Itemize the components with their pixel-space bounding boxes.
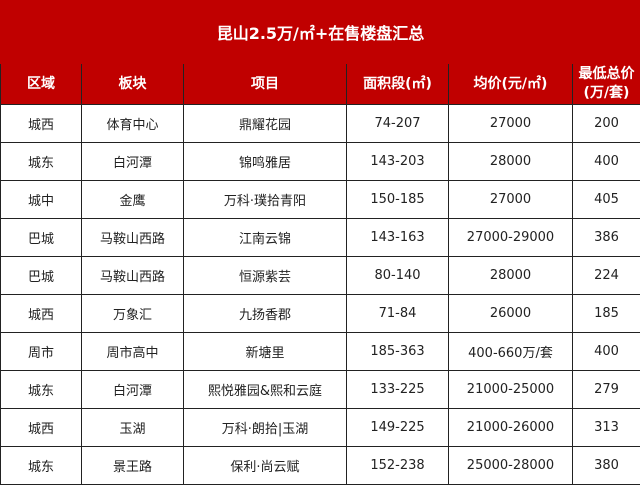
cell-sector: 马鞍山西路 xyxy=(81,218,184,257)
cell-avg-price: 21000-26000 xyxy=(448,408,573,447)
cell-project: 万科·璞拾青阳 xyxy=(183,180,347,219)
cell-region: 城东 xyxy=(0,370,82,409)
cell-avg-price: 25000-28000 xyxy=(448,446,573,485)
cell-min-total-price: 405 xyxy=(571,180,640,219)
cell-sector: 马鞍山西路 xyxy=(81,256,184,295)
header-avg-price: 均价(元/㎡) xyxy=(448,63,573,105)
cell-project: 恒源紫芸 xyxy=(183,256,347,295)
cell-avg-price: 400-660万/套 xyxy=(448,332,573,371)
cell-area-range: 150-185 xyxy=(346,180,449,219)
cell-min-total-price: 313 xyxy=(571,408,640,447)
cell-sector: 金鹰 xyxy=(81,180,184,219)
header-row: 区域 板块 项目 面积段(㎡) 均价(元/㎡) 最低总价 (万/套) xyxy=(0,63,640,105)
cell-min-total-price: 279 xyxy=(571,370,640,409)
cell-sector: 体育中心 xyxy=(81,104,184,143)
cell-avg-price: 26000 xyxy=(448,294,573,333)
cell-project: 新塘里 xyxy=(183,332,347,371)
cell-area-range: 143-203 xyxy=(346,142,449,181)
cell-avg-price: 28000 xyxy=(448,142,573,181)
header-sector: 板块 xyxy=(81,63,184,105)
cell-sector: 景王路 xyxy=(81,446,184,485)
table-row: 巴城 马鞍山西路 江南云锦 143-163 27000-29000 386 xyxy=(0,218,640,257)
cell-sector: 白河潭 xyxy=(81,142,184,181)
cell-min-total-price: 185 xyxy=(571,294,640,333)
cell-avg-price: 27000 xyxy=(448,180,573,219)
cell-avg-price: 27000 xyxy=(448,104,573,143)
table-row: 城中 金鹰 万科·璞拾青阳 150-185 27000 405 xyxy=(0,180,640,219)
cell-region: 城西 xyxy=(0,104,82,143)
cell-min-total-price: 224 xyxy=(571,256,640,295)
cell-project: 九扬香郡 xyxy=(183,294,347,333)
table-title: 昆山2.5万/㎡+在售楼盘汇总 xyxy=(0,0,640,64)
cell-sector: 白河潭 xyxy=(81,370,184,409)
cell-area-range: 185-363 xyxy=(346,332,449,371)
cell-region: 城东 xyxy=(0,446,82,485)
cell-region: 城中 xyxy=(0,180,82,219)
cell-area-range: 80-140 xyxy=(346,256,449,295)
cell-project: 万科·朗拾|玉湖 xyxy=(183,408,347,447)
cell-sector: 万象汇 xyxy=(81,294,184,333)
cell-region: 城东 xyxy=(0,142,82,181)
cell-project: 江南云锦 xyxy=(183,218,347,257)
cell-min-total-price: 400 xyxy=(571,142,640,181)
cell-min-total-price: 200 xyxy=(571,104,640,143)
cell-area-range: 149-225 xyxy=(346,408,449,447)
cell-project: 锦鸣雅居 xyxy=(183,142,347,181)
cell-project: 鼎耀花园 xyxy=(183,104,347,143)
cell-region: 巴城 xyxy=(0,256,82,295)
cell-avg-price: 27000-29000 xyxy=(448,218,573,257)
cell-area-range: 133-225 xyxy=(346,370,449,409)
cell-region: 城西 xyxy=(0,408,82,447)
cell-region: 城西 xyxy=(0,294,82,333)
header-region: 区域 xyxy=(0,63,82,105)
table-row: 城西 万象汇 九扬香郡 71-84 26000 185 xyxy=(0,294,640,333)
header-project: 项目 xyxy=(183,63,347,105)
table-row: 城西 体育中心 鼎耀花园 74-207 27000 200 xyxy=(0,104,640,143)
cell-project: 保利·尚云赋 xyxy=(183,446,347,485)
header-area-range: 面积段(㎡) xyxy=(346,63,449,105)
cell-area-range: 71-84 xyxy=(346,294,449,333)
cell-project: 熙悦雅园&熙和云庭 xyxy=(183,370,347,409)
cell-min-total-price: 386 xyxy=(571,218,640,257)
cell-avg-price: 21000-25000 xyxy=(448,370,573,409)
table-row: 巴城 马鞍山西路 恒源紫芸 80-140 28000 224 xyxy=(0,256,640,295)
cell-sector: 周市高中 xyxy=(81,332,184,371)
cell-region: 巴城 xyxy=(0,218,82,257)
cell-region: 周市 xyxy=(0,332,82,371)
cell-min-total-price: 400 xyxy=(571,332,640,371)
cell-sector: 玉湖 xyxy=(81,408,184,447)
table-row: 周市 周市高中 新塘里 185-363 400-660万/套 400 xyxy=(0,332,640,371)
cell-area-range: 143-163 xyxy=(346,218,449,257)
cell-min-total-price: 380 xyxy=(571,446,640,485)
table-row: 城东 白河潭 熙悦雅园&熙和云庭 133-225 21000-25000 279 xyxy=(0,370,640,409)
header-min-total-price: 最低总价 (万/套) xyxy=(571,63,640,105)
cell-avg-price: 28000 xyxy=(448,256,573,295)
cell-area-range: 152-238 xyxy=(346,446,449,485)
table-row: 城东 景王路 保利·尚云赋 152-238 25000-28000 380 xyxy=(0,446,640,485)
table-row: 城西 玉湖 万科·朗拾|玉湖 149-225 21000-26000 313 xyxy=(0,408,640,447)
cell-area-range: 74-207 xyxy=(346,104,449,143)
table-row: 城东 白河潭 锦鸣雅居 143-203 28000 400 xyxy=(0,142,640,181)
